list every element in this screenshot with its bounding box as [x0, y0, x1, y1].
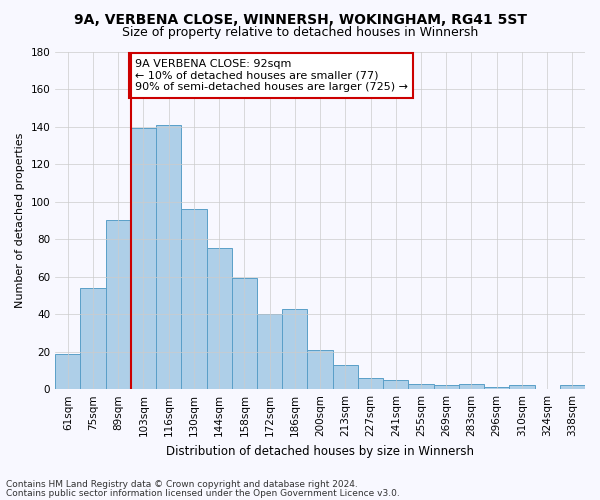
Text: 9A VERBENA CLOSE: 92sqm
← 10% of detached houses are smaller (77)
90% of semi-de: 9A VERBENA CLOSE: 92sqm ← 10% of detache… — [134, 59, 407, 92]
Bar — [484, 388, 509, 389]
Bar — [509, 386, 535, 389]
Bar — [55, 354, 80, 389]
Bar — [131, 128, 156, 389]
Bar — [358, 378, 383, 389]
Bar — [459, 384, 484, 389]
Text: Contains HM Land Registry data © Crown copyright and database right 2024.: Contains HM Land Registry data © Crown c… — [6, 480, 358, 489]
Text: Contains public sector information licensed under the Open Government Licence v3: Contains public sector information licen… — [6, 488, 400, 498]
Bar — [332, 365, 358, 389]
Text: Size of property relative to detached houses in Winnersh: Size of property relative to detached ho… — [122, 26, 478, 39]
Bar — [282, 308, 307, 389]
X-axis label: Distribution of detached houses by size in Winnersh: Distribution of detached houses by size … — [166, 444, 474, 458]
Bar — [307, 350, 332, 389]
Y-axis label: Number of detached properties: Number of detached properties — [15, 132, 25, 308]
Bar — [156, 124, 181, 389]
Bar — [181, 209, 206, 389]
Bar — [257, 314, 282, 389]
Bar — [560, 386, 585, 389]
Bar — [409, 384, 434, 389]
Bar — [106, 220, 131, 389]
Text: 9A, VERBENA CLOSE, WINNERSH, WOKINGHAM, RG41 5ST: 9A, VERBENA CLOSE, WINNERSH, WOKINGHAM, … — [74, 12, 527, 26]
Bar — [232, 278, 257, 389]
Bar — [434, 386, 459, 389]
Bar — [383, 380, 409, 389]
Bar — [80, 288, 106, 389]
Bar — [206, 248, 232, 389]
